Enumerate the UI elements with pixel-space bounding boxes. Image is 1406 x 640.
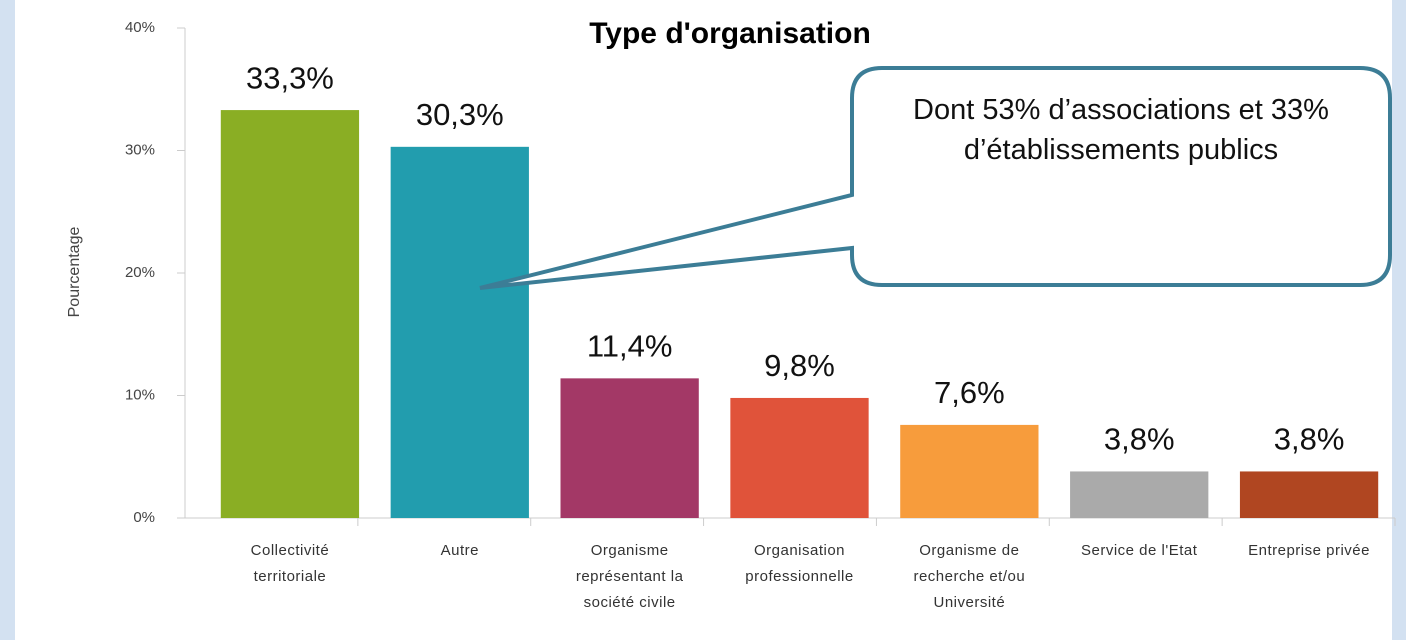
x-tick-label: Entreprise privée (1248, 542, 1370, 559)
x-tick-label: Service de l'Etat (1080, 542, 1198, 559)
callout (479, 66, 1392, 290)
data-label: 7,6% (934, 375, 1005, 410)
bar (390, 146, 529, 518)
y-tick-label: 30% (125, 141, 155, 158)
data-label: 9,8% (764, 348, 835, 383)
bar (220, 110, 360, 518)
bar (730, 397, 869, 518)
x-tick-label: Organisme de recherche et/ou Université (913, 542, 1026, 611)
y-axis-label: Pourcentage (66, 227, 83, 318)
data-label: 3,8% (1104, 422, 1175, 457)
data-label: 30,3% (416, 97, 504, 132)
data-label: 11,4% (587, 329, 673, 364)
bar (560, 378, 699, 518)
x-tick-label: Organisme représentant la société civile (575, 542, 684, 611)
y-tick-label: 40% (125, 19, 155, 36)
y-tick-label: 0% (133, 509, 155, 526)
x-tick-label: Organisation professionnelle (745, 542, 854, 585)
data-label: 33,3% (246, 60, 334, 95)
chart-title: Type d'organisation (589, 17, 871, 50)
bar (1239, 471, 1379, 518)
y-tick-label: 10% (125, 386, 155, 403)
data-label: 3,8% (1274, 422, 1345, 457)
x-tick-label: Collectivité territoriale (250, 542, 330, 585)
bar (1070, 471, 1209, 518)
bar (900, 424, 1039, 518)
y-tick-label: 20% (125, 264, 155, 281)
annotation-text: Dont 53% d’associations et 33% d’établis… (913, 94, 1329, 166)
x-tick-label: Autre (440, 542, 479, 559)
annotation: Dont 53% d’associations et 33% d’établis… (871, 90, 1371, 170)
